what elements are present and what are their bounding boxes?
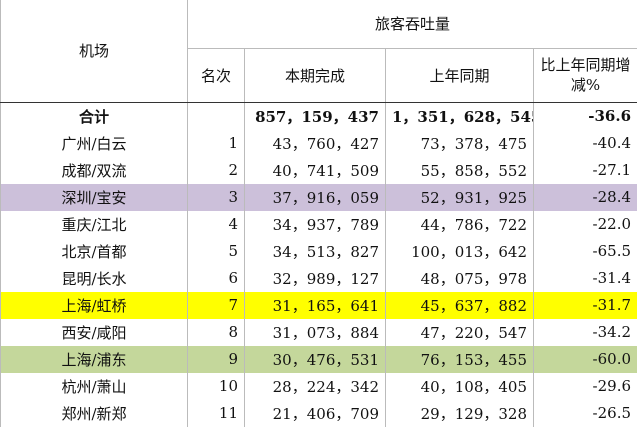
header-row: 名次 本期完成 上年同期 比上年同期增减% [1,48,637,103]
cell: 37，916，059 [244,183,386,211]
cell: -36.6 [532,102,637,130]
cell: 31，165，641 [244,291,386,319]
cell: -60.0 [532,345,637,373]
cell: 3 [187,183,245,211]
cell: 6 [187,264,245,292]
header-row: 机场 旅客吞吐量 [0,0,637,103]
cell [187,102,245,130]
data-row: 上海/浦东 9 30，476，531 76，153，455 -60.0 [0,345,637,373]
cell: 44，786，722 [385,210,534,238]
cell: 郑州/新郑 [0,399,188,427]
data-row: 深圳/宝安 3 37，916，059 52，931，925 -28.4 [0,183,637,211]
cell: 47，220，547 [385,318,534,346]
data-row: 重庆/江北 4 34，937，789 44，786，722 -22.0 [0,210,637,238]
cell: 31，073，884 [244,318,386,346]
cell: 40，108，405 [385,372,534,400]
cell: 上海/虹桥 [0,291,188,319]
cell: 10 [187,372,245,400]
cell: 11 [187,399,245,427]
cell: -31.4 [532,264,637,292]
cell: 昆明/长水 [0,264,188,292]
data-row: 广州/白云 1 43，760，427 73，378，475 -40.4 [0,129,637,157]
cell: -26.5 [532,399,637,427]
cell: 1 [187,129,245,157]
cell: 广州/白云 [0,129,188,157]
cell: 48，075，978 [385,264,534,292]
cell: 深圳/宝安 [0,183,188,211]
cell: -31.7 [532,291,637,319]
cell: -65.5 [532,237,637,265]
data-row: 郑州/新郑 11 21，406，709 29，129，328 -26.5 [0,399,637,427]
cell: 4 [187,210,245,238]
cell: 73，378，475 [385,129,534,157]
cell: 成都/双流 [0,156,188,184]
cell: 32，989，127 [244,264,386,292]
cell: 857，159，437 [244,102,386,130]
data-row: 西安/咸阳 8 31，073，884 47，220，547 -34.2 [0,318,637,346]
cell: 55，858，552 [385,156,534,184]
cell: -29.6 [532,372,637,400]
cell: 2 [187,156,245,184]
cell: 45，637，882 [385,291,534,319]
cell: 76，153，455 [385,345,534,373]
cell: 40，741，509 [244,156,386,184]
total-row: 合计 857，159，437 1，351，628，545 -36.6 [0,102,637,130]
cell: -28.4 [532,183,637,211]
cell: 43，760，427 [244,129,386,157]
cell: 西安/咸阳 [0,318,188,346]
header-cell: 名次 [187,48,245,103]
cell: -40.4 [532,129,637,157]
cell: 34，513，827 [244,237,386,265]
cell: 上海/浦东 [0,345,188,373]
cell: 9 [187,345,245,373]
cell: 重庆/江北 [0,210,188,238]
cell: 28，224，342 [244,372,386,400]
cell: 8 [187,318,245,346]
cell: -27.1 [532,156,637,184]
cell: 合计 [0,102,188,130]
cell: 5 [187,237,245,265]
cell: 30，476，531 [244,345,386,373]
cell: 1，351，628，545 [385,102,534,130]
header-cell: 上年同期 [385,48,534,103]
header-cell: 机场 [0,0,188,103]
data-row: 北京/首都 5 34，513，827 100，013，642 -65.5 [0,237,637,265]
cell: 杭州/萧山 [0,372,188,400]
header-cell: 本期完成 [244,48,386,103]
data-row: 成都/双流 2 40，741，509 55，858，552 -27.1 [0,156,637,184]
cell: -22.0 [532,210,637,238]
cell: 21，406，709 [244,399,386,427]
cell: 北京/首都 [0,237,188,265]
table: 机场 旅客吞吐量 名次 本期完成 上年同期 比上年同期增减% 合计 857，159… [0,0,637,427]
cell: 52，931，925 [385,183,534,211]
data-row: 上海/虹桥 7 31，165，641 45，637，882 -31.7 [0,291,637,319]
header-cell: 旅客吞吐量 [186,0,637,49]
cell: 100，013，642 [385,237,534,265]
cell: -34.2 [532,318,637,346]
cell: 7 [187,291,245,319]
data-row: 昆明/长水 6 32，989，127 48，075，978 -31.4 [0,264,637,292]
header-cell: 比上年同期增减% [532,48,637,103]
cell: 29，129，328 [385,399,534,427]
cell: 34，937，789 [244,210,386,238]
data-row: 杭州/萧山 10 28，224，342 40，108，405 -29.6 [0,372,637,400]
